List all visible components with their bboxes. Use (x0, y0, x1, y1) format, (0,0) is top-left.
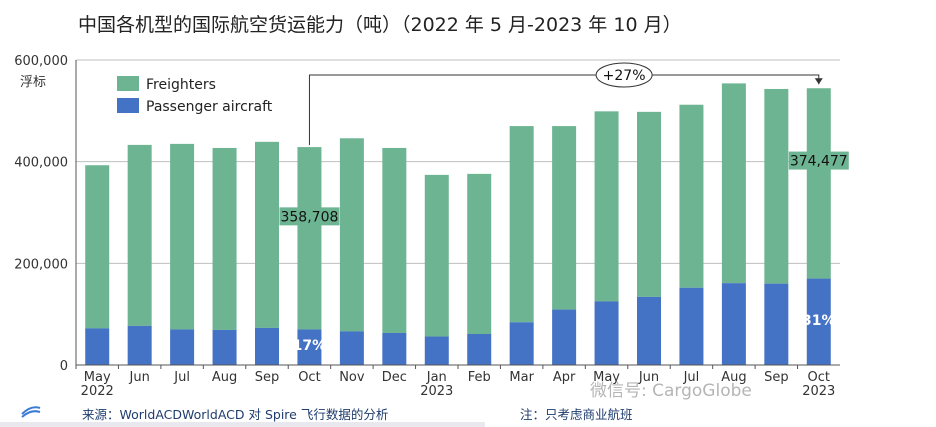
x-tick-label: Jan (426, 370, 447, 385)
x-tick-label: Mar (509, 370, 534, 385)
bar-passenger (382, 332, 407, 365)
x-tick-label: Sep (764, 370, 789, 385)
bar-freighters (212, 147, 237, 330)
source-note: 来源：WorldACDWorldACD 对 Spire 飞行数据的分析 (82, 407, 389, 422)
y-tick-label: 400,000 (14, 156, 68, 171)
x-tick-label: Jul (683, 370, 700, 385)
freighter-value-label: 374,477 (790, 154, 848, 170)
growth-arrowhead (814, 78, 823, 85)
annotations: 358,708 374,477 17% 31% +27% (279, 62, 849, 354)
bar-freighters (255, 141, 279, 328)
bar-freighters (170, 143, 195, 330)
bar-passenger (297, 329, 322, 365)
bar-freighters (467, 173, 492, 334)
value-label-box (788, 151, 849, 170)
value-label-box (279, 207, 340, 226)
x-tick-label: Aug (721, 370, 746, 385)
x-tick-label: Jun (638, 370, 659, 385)
x-tick-label: Aug (212, 370, 237, 385)
legend-label: Freighters (146, 77, 216, 93)
x-tick-label: Nov (339, 370, 365, 385)
x-tick-label: Oct (298, 370, 320, 385)
bar-passenger (764, 283, 789, 365)
bar-freighters (637, 111, 661, 297)
bar-passenger (127, 325, 152, 365)
bar-passenger (721, 283, 746, 365)
y-axis-label: 浮标 (20, 75, 46, 90)
x-tick-label: Oct (808, 370, 830, 385)
passenger-share-label: 17% (293, 338, 327, 354)
bar-freighters (679, 104, 704, 288)
legend-swatch (117, 76, 139, 91)
globe-logo-icon (21, 406, 41, 418)
bar-passenger (552, 309, 577, 365)
legend-label: Passenger aircraft (146, 99, 273, 115)
y-tick-label: 600,000 (14, 54, 68, 69)
x-year-label: 2022 (81, 384, 114, 399)
growth-label: +27% (603, 68, 646, 84)
chart-title: 中国各机型的国际航空货运能力（吨）（2022 年 5 月-2023 年 10 月… (78, 14, 682, 36)
legend: Freighters Passenger aircraft (117, 76, 273, 115)
bar-freighters (339, 138, 364, 332)
bar-passenger (679, 287, 704, 365)
bar-passenger (212, 329, 237, 365)
bar-passenger (509, 322, 534, 365)
bar-freighters (594, 111, 619, 302)
x-tick-label: Jul (173, 370, 190, 385)
bar-freighters (127, 144, 152, 326)
bar-freighters (721, 83, 746, 284)
x-tick-label: May (84, 370, 111, 385)
x-year-label: 2023 (420, 384, 453, 399)
x-tick-label: Dec (382, 370, 407, 385)
bar-freighters (85, 165, 110, 329)
y-tick-label: 200,000 (14, 257, 68, 272)
y-tick-label: 0 (60, 359, 68, 374)
gridlines (76, 59, 840, 264)
bar-passenger (424, 336, 449, 365)
bar-freighters (382, 147, 407, 333)
watermark: 微信号: CargoGlobe (590, 381, 752, 401)
bar-freighters (552, 126, 577, 310)
bar-freighters (424, 174, 449, 337)
bar-freighters (806, 88, 831, 279)
bar-passenger (255, 327, 279, 365)
passenger-share-label: 31% (802, 313, 836, 329)
bar-passenger (806, 278, 831, 365)
freighter-value-label: 358,708 (280, 209, 338, 225)
bar-passenger (85, 328, 110, 365)
x-tick-label: Sep (255, 370, 280, 385)
growth-bubble (595, 62, 653, 88)
x-year-label: 2023 (802, 384, 835, 399)
x-tick-label: Apr (553, 370, 576, 385)
bar-passenger (170, 329, 195, 365)
legend-swatch (117, 98, 139, 113)
bar-freighters (509, 126, 534, 323)
x-tick-label: Jun (129, 370, 150, 385)
bar-freighters (297, 147, 322, 330)
footnote: 注：只考虑商业航班 (520, 407, 633, 422)
x-tick-label: Feb (468, 370, 491, 385)
bar-passenger (594, 301, 619, 365)
bar-passenger (637, 296, 661, 365)
bar-passenger (339, 331, 364, 365)
bottom-bar (0, 422, 485, 427)
x-tick-label: May (593, 370, 620, 385)
bar-passenger (467, 333, 492, 365)
bar-freighters (764, 88, 789, 284)
bars (85, 83, 831, 365)
